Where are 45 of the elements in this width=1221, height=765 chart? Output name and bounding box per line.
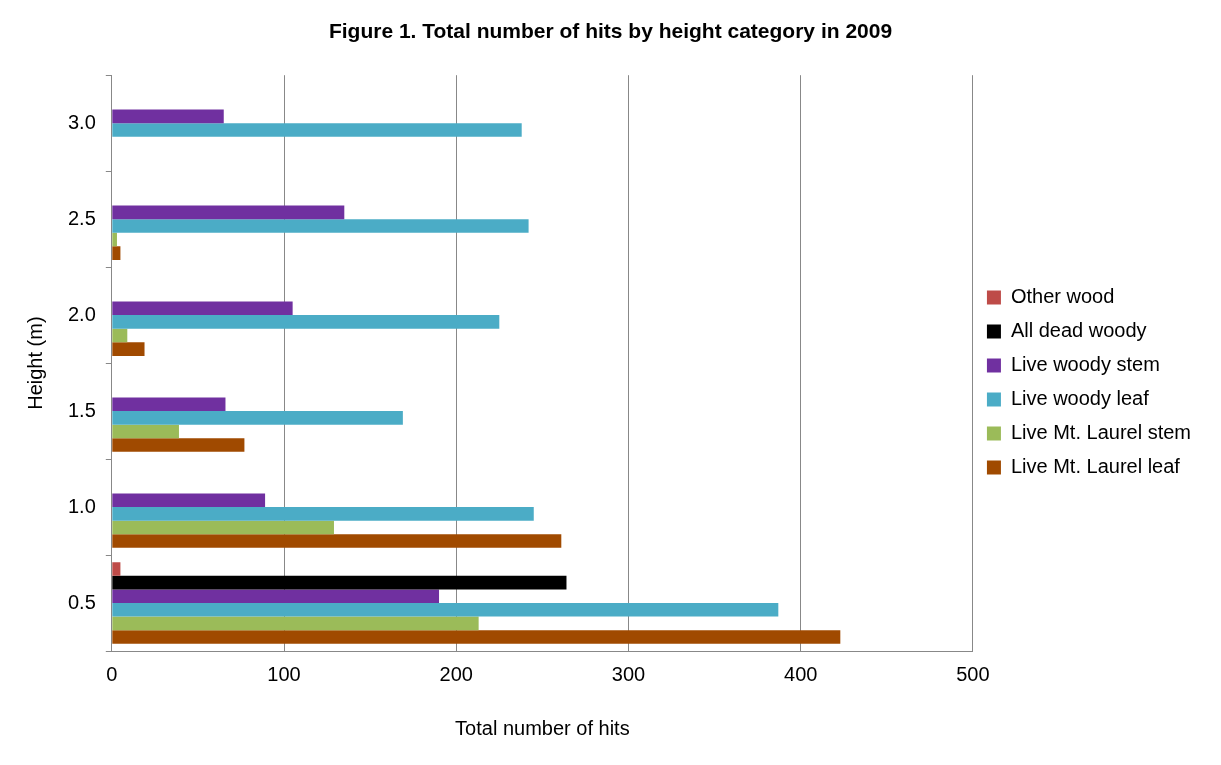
bar bbox=[112, 232, 117, 247]
legend-label: Live woody leaf bbox=[1010, 387, 1150, 410]
legend-label: Other wood bbox=[1010, 285, 1115, 308]
bar bbox=[112, 520, 334, 535]
legend-label: Live Mt. Laurel stem bbox=[1010, 421, 1192, 444]
legend-label: All dead woody bbox=[1010, 319, 1147, 342]
bar bbox=[112, 246, 121, 260]
y-tick-label: 0.5 bbox=[67, 590, 96, 613]
bar bbox=[112, 205, 345, 220]
chart-title: Figure 1. Total number of hits by height category in 2009 bbox=[328, 19, 893, 43]
x-tick-label: 500 bbox=[956, 662, 990, 685]
bar bbox=[112, 562, 121, 576]
x-tick-label: 0 bbox=[106, 662, 118, 685]
y-tick-label: 1.0 bbox=[67, 494, 96, 517]
x-axis-title: Total number of hits bbox=[455, 716, 630, 739]
x-tick-label: 300 bbox=[611, 662, 646, 685]
bar bbox=[112, 123, 522, 137]
x-tick-label: 200 bbox=[439, 662, 473, 685]
y-tick-label: 2.5 bbox=[67, 206, 96, 229]
legend-label: Live Mt. Laurel leaf bbox=[1010, 455, 1181, 478]
y-axis-title: Height (m) bbox=[23, 316, 46, 410]
bar bbox=[112, 575, 567, 590]
bar bbox=[112, 493, 266, 508]
bar bbox=[112, 603, 779, 617]
y-tick-label: 1.5 bbox=[67, 398, 96, 421]
bar bbox=[112, 616, 479, 631]
bar bbox=[112, 589, 440, 604]
y-tick-label: 2.0 bbox=[67, 302, 96, 325]
bar bbox=[112, 397, 226, 412]
bar bbox=[112, 301, 293, 316]
bar bbox=[112, 109, 224, 124]
bar bbox=[112, 315, 500, 329]
legend-label: Live woody stem bbox=[1010, 353, 1160, 376]
bar bbox=[112, 219, 529, 233]
bar bbox=[112, 534, 562, 548]
bar bbox=[112, 411, 403, 425]
y-tick-label: 3.0 bbox=[67, 110, 96, 133]
bar bbox=[112, 507, 534, 521]
bar bbox=[112, 630, 841, 644]
bar bbox=[112, 342, 145, 356]
bar bbox=[112, 438, 245, 452]
x-tick-label: 100 bbox=[267, 662, 301, 685]
bar bbox=[112, 424, 179, 439]
bar bbox=[112, 328, 128, 343]
x-tick-label: 400 bbox=[784, 662, 818, 685]
